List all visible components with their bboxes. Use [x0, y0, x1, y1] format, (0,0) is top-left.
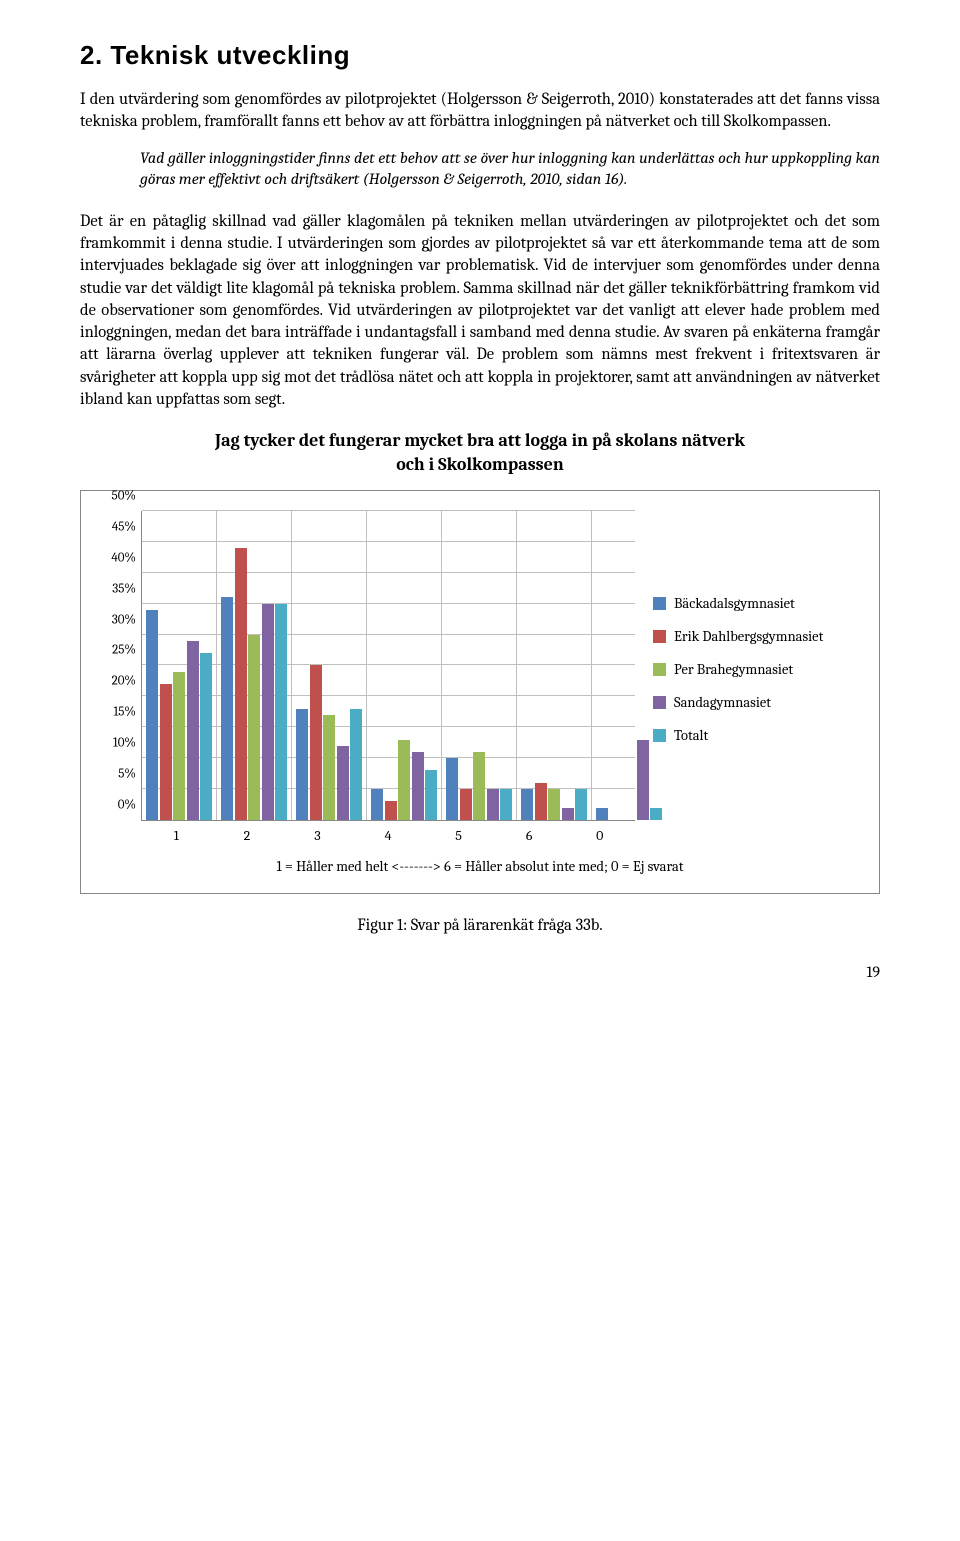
page-number: 19	[80, 963, 880, 981]
chart-y-tick: 40%	[111, 550, 142, 565]
chart-bar	[500, 789, 512, 820]
chart-bar	[187, 641, 199, 820]
chart-bar	[275, 604, 287, 820]
chart-bar	[350, 709, 362, 820]
chart-x-tick: 4	[353, 827, 424, 844]
legend-item: Bäckadalsgymnasiet	[653, 595, 861, 612]
chart-bar	[487, 789, 499, 820]
chart-bar	[446, 758, 458, 820]
chart-y-tick: 35%	[112, 581, 142, 596]
chart-bar	[521, 789, 533, 820]
chart-y-tick: 5%	[118, 767, 142, 782]
chart-title: Jag tycker det fungerar mycket bra att l…	[200, 429, 760, 476]
section-heading: 2. Teknisk utveckling	[80, 40, 880, 71]
chart-x-tick: 1	[141, 827, 212, 844]
chart-bar	[248, 635, 260, 820]
chart-container: 0%5%10%15%20%25%30%35%40%45%50% 1234560 …	[80, 490, 880, 894]
chart-bar	[296, 709, 308, 820]
chart-x-tick: 0	[564, 827, 635, 844]
chart-bar	[337, 746, 349, 820]
chart-y-tick: 45%	[112, 519, 142, 534]
chart-bar	[398, 740, 410, 820]
chart-y-tick: 25%	[112, 643, 142, 658]
chart-y-tick: 50%	[112, 488, 142, 503]
legend-item: Sandagymnasiet	[653, 694, 861, 711]
chart-bar	[650, 808, 662, 820]
chart-legend: Bäckadalsgymnasiet Erik Dahlbergsgymnasie…	[635, 511, 861, 844]
blockquote: Vad gäller inloggningstider finns det et…	[140, 148, 880, 191]
intro-paragraph: I den utvärdering som genomfördes av pil…	[80, 89, 880, 134]
figure-caption: Figur 1: Svar på lärarenkät fråga 33b.	[80, 916, 880, 935]
chart-bar	[262, 604, 274, 820]
chart-y-tick: 10%	[113, 736, 142, 751]
chart-bar	[460, 789, 472, 820]
chart-bar	[160, 684, 172, 820]
chart-plot-area: 0%5%10%15%20%25%30%35%40%45%50%	[141, 511, 635, 821]
chart-x-tick: 5	[423, 827, 494, 844]
chart-bar	[637, 740, 649, 820]
chart-bar	[146, 610, 158, 820]
chart-bar	[221, 597, 233, 819]
chart-bar	[173, 672, 185, 820]
chart-bar	[562, 808, 574, 820]
chart-bar	[235, 548, 247, 820]
chart-bar	[596, 808, 608, 820]
chart-bar	[575, 789, 587, 820]
chart-y-tick: 20%	[112, 674, 142, 689]
chart-x-tick: 2	[212, 827, 283, 844]
chart-axis-caption: 1 = Håller med helt <-------> 6 = Håller…	[99, 858, 861, 875]
chart-x-labels: 1234560	[141, 827, 635, 844]
chart-bar	[323, 715, 335, 820]
chart-bar	[548, 789, 560, 820]
chart-bar	[200, 653, 212, 820]
legend-item: Totalt	[653, 727, 861, 744]
chart-y-tick: 15%	[114, 705, 142, 720]
chart-bar	[412, 752, 424, 820]
chart-bar	[310, 665, 322, 820]
legend-item: Erik Dahlbergsgymnasiet	[653, 628, 861, 645]
chart-bar	[535, 783, 547, 820]
chart-bar	[385, 801, 397, 820]
legend-label: Per Brahegymnasiet	[674, 661, 793, 678]
legend-label: Bäckadalsgymnasiet	[674, 595, 795, 612]
legend-label: Sandagymnasiet	[674, 694, 771, 711]
legend-item: Per Brahegymnasiet	[653, 661, 861, 678]
legend-label: Erik Dahlbergsgymnasiet	[674, 628, 823, 645]
body-paragraph: Det är en påtaglig skillnad vad gäller k…	[80, 211, 880, 411]
chart-bar	[473, 752, 485, 820]
legend-label: Totalt	[674, 727, 708, 744]
chart-bar	[425, 770, 437, 819]
chart-x-tick: 3	[282, 827, 353, 844]
chart-x-tick: 6	[494, 827, 565, 844]
chart-y-tick: 30%	[112, 612, 142, 627]
chart-y-tick: 0%	[118, 797, 142, 812]
chart-bar	[371, 789, 383, 820]
